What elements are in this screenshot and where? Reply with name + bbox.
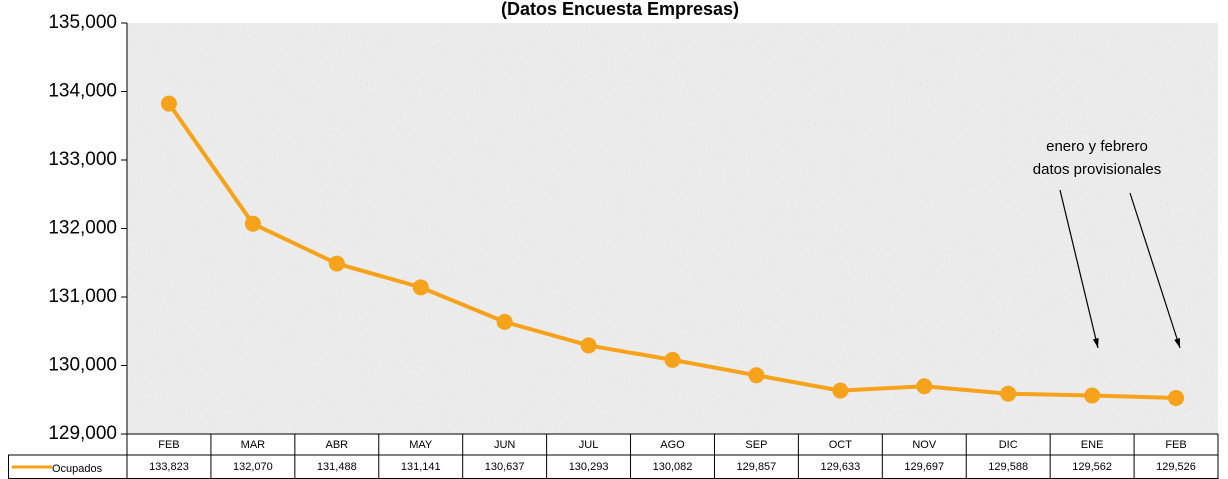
x-tick-label: FEB bbox=[158, 439, 179, 451]
y-tick-label: 129,000 bbox=[48, 423, 117, 444]
chart-title: (Datos Encuesta Empresas) bbox=[501, 0, 739, 19]
arrow bbox=[1129, 192, 1181, 349]
x-tick-label: FEB bbox=[1165, 439, 1186, 451]
data-label: 129,526 bbox=[1156, 461, 1196, 473]
annotation: enero y febrero bbox=[1046, 138, 1148, 155]
data-label: 129,633 bbox=[820, 461, 860, 473]
x-tick-label: MAR bbox=[241, 439, 266, 451]
x-tick-label: AGO bbox=[660, 439, 685, 451]
arrow-head bbox=[1174, 338, 1180, 348]
x-tick-label: NOV bbox=[912, 439, 937, 451]
y-tick-label: 134,000 bbox=[48, 81, 117, 102]
point bbox=[160, 95, 177, 112]
point bbox=[1084, 387, 1101, 404]
point bbox=[916, 378, 933, 395]
arrow-head bbox=[1092, 338, 1099, 348]
point bbox=[328, 255, 345, 272]
point bbox=[1000, 385, 1017, 402]
arrow bbox=[1059, 189, 1099, 349]
point bbox=[748, 367, 765, 384]
data-label: 133,823 bbox=[149, 461, 189, 473]
point bbox=[412, 279, 429, 296]
x-tick-label: SEP bbox=[745, 439, 767, 451]
point bbox=[832, 382, 849, 399]
x-tick-label: MAY bbox=[409, 439, 433, 451]
legend-label: Ocupados bbox=[52, 463, 103, 475]
annotation: datos provisionales bbox=[1033, 161, 1161, 178]
x-tick-label: OCT bbox=[829, 439, 853, 451]
point bbox=[664, 351, 681, 368]
plot-texture bbox=[127, 23, 1218, 434]
point bbox=[1168, 389, 1185, 406]
data-label: 130,637 bbox=[485, 461, 525, 473]
y-tick-label: 132,000 bbox=[48, 218, 117, 239]
data-label: 129,857 bbox=[737, 461, 777, 473]
data-label: 131,488 bbox=[317, 461, 357, 473]
point bbox=[496, 313, 513, 330]
y-tick-label: 131,000 bbox=[48, 286, 117, 307]
y-tick-label: 135,000 bbox=[48, 12, 117, 33]
y-tick-label: 130,000 bbox=[48, 355, 117, 376]
point bbox=[244, 215, 261, 232]
data-label: 129,697 bbox=[904, 461, 944, 473]
y-tick-label: 133,000 bbox=[48, 149, 117, 170]
x-tick-label: JUN bbox=[494, 439, 515, 451]
data-label: 130,293 bbox=[569, 461, 609, 473]
data-label: 131,141 bbox=[401, 461, 441, 473]
data-label: 129,588 bbox=[988, 461, 1028, 473]
data-label: 129,562 bbox=[1072, 461, 1112, 473]
point bbox=[580, 337, 597, 354]
x-tick-label: DIC bbox=[999, 439, 1018, 451]
x-tick-label: JUL bbox=[579, 439, 599, 451]
data-label: 132,070 bbox=[233, 461, 273, 473]
data-label: 130,082 bbox=[653, 461, 693, 473]
x-tick-label: ENE bbox=[1081, 439, 1104, 451]
x-tick-label: ABR bbox=[325, 439, 348, 451]
